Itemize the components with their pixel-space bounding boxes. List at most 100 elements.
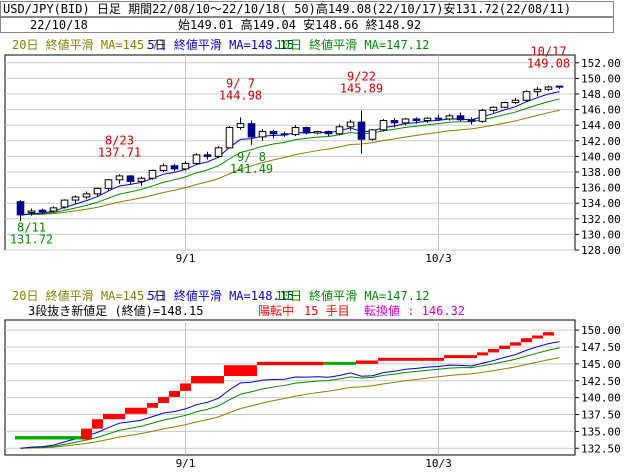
y-tick-label: 130.00 bbox=[581, 228, 621, 241]
break-brick bbox=[378, 357, 444, 361]
legend-entry: 5日 終値平滑 MA=148.15 bbox=[147, 37, 294, 52]
break-brick bbox=[103, 413, 125, 420]
legend-entry: 5日 終値平滑 MA=148.15 bbox=[147, 288, 294, 303]
break-brick bbox=[15, 436, 81, 440]
y-tick-label: 140.00 bbox=[581, 150, 621, 163]
candle-body bbox=[302, 127, 311, 134]
candle-body bbox=[511, 99, 520, 104]
candle-body bbox=[192, 154, 201, 164]
legend-entry: 20日 終値平滑 MA=145.71 bbox=[12, 288, 166, 303]
annotation-date: 10/17 bbox=[530, 45, 566, 59]
ma5-line bbox=[20, 341, 560, 449]
y-tick-label: 134.00 bbox=[581, 197, 621, 210]
y-tick-label: 150.00 bbox=[581, 72, 621, 85]
candle-body bbox=[16, 201, 25, 216]
break-brick bbox=[81, 428, 92, 440]
candle-body bbox=[412, 118, 421, 122]
x-tick-label: 10/3 bbox=[425, 252, 452, 265]
annotation-value: 145.89 bbox=[340, 81, 383, 95]
candle-body bbox=[555, 85, 564, 88]
candle-body bbox=[390, 120, 399, 124]
break-brick bbox=[488, 349, 499, 353]
break-brick bbox=[477, 352, 488, 356]
x-tick-label: 9/1 bbox=[176, 252, 196, 265]
candle-body bbox=[357, 121, 366, 140]
candle-body bbox=[104, 179, 113, 189]
header-ohlc: 始149.01 高149.04 安148.66 終148.92 bbox=[178, 18, 422, 32]
legend-entry: 10日 終値平滑 MA=147.12 bbox=[276, 288, 430, 303]
candle-body bbox=[434, 117, 443, 120]
annotation-date: 8/11 bbox=[17, 221, 46, 235]
break-brick bbox=[510, 342, 521, 346]
annotation-value: 141.49 bbox=[230, 162, 273, 176]
candle-body bbox=[115, 175, 124, 181]
candle-body bbox=[500, 102, 509, 108]
candle-body bbox=[533, 88, 542, 93]
candle-body bbox=[313, 130, 322, 134]
header-date: 22/10/18 bbox=[30, 18, 88, 32]
y-tick-label: 137.50 bbox=[581, 409, 621, 422]
plot-frame-price bbox=[4, 54, 576, 251]
candle-body bbox=[203, 154, 212, 157]
candle-body bbox=[478, 109, 487, 122]
break-info-title: 3段抜き新値足 (終値)=148.15 bbox=[28, 303, 203, 318]
x-tick-label: 9/1 bbox=[176, 457, 196, 470]
y-tick-label: 128.00 bbox=[581, 244, 621, 257]
candle-body bbox=[236, 123, 245, 129]
candle-body bbox=[423, 117, 432, 122]
break-brick bbox=[158, 396, 169, 404]
break-info-reversal: 転換値 : 146.32 bbox=[364, 303, 465, 318]
break-brick bbox=[169, 390, 180, 397]
break-brick bbox=[521, 338, 532, 343]
break-brick bbox=[323, 361, 356, 365]
break-brick bbox=[224, 365, 257, 377]
annotation-value: 131.72 bbox=[10, 233, 53, 247]
candle-body bbox=[522, 91, 531, 101]
break-brick bbox=[257, 361, 323, 366]
y-tick-label: 142.50 bbox=[581, 375, 621, 388]
break-brick bbox=[532, 335, 543, 339]
candle-body bbox=[148, 169, 157, 179]
candle-body bbox=[49, 207, 58, 212]
break-brick bbox=[125, 407, 147, 414]
candle-body bbox=[27, 210, 36, 214]
break-brick bbox=[543, 332, 554, 336]
annotation-date: 9/22 bbox=[347, 69, 376, 83]
candle-body bbox=[489, 106, 498, 111]
y-tick-label: 132.50 bbox=[581, 442, 621, 455]
annotation-date: 8/23 bbox=[105, 133, 134, 147]
header-bar: USD/JPY(BID) 日足 期間22/08/10～22/10/18( 50)… bbox=[0, 1, 624, 65]
candle-body bbox=[258, 130, 267, 138]
ma20-line bbox=[20, 357, 560, 449]
y-tick-label: 140.00 bbox=[581, 392, 621, 405]
y-tick-label: 146.00 bbox=[581, 104, 621, 117]
candle-body bbox=[214, 147, 223, 157]
candle-body bbox=[280, 133, 289, 136]
candle-body bbox=[269, 130, 278, 135]
candle-body bbox=[181, 162, 190, 170]
candle-body bbox=[379, 120, 388, 131]
header-period-line: USD/JPY(BID) 日足 期間22/08/10～22/10/18( 50)… bbox=[3, 2, 572, 16]
candle-body bbox=[247, 123, 256, 138]
annotation-value: 144.98 bbox=[219, 89, 262, 103]
candle-body bbox=[82, 193, 91, 198]
candle-body bbox=[544, 86, 553, 90]
x-tick-label: 10/3 bbox=[425, 457, 452, 470]
candle-body bbox=[456, 115, 465, 121]
y-tick-label: 135.00 bbox=[581, 425, 621, 438]
candle-body bbox=[324, 130, 333, 135]
candle-body bbox=[93, 187, 102, 195]
y-tick-label: 136.00 bbox=[581, 182, 621, 195]
candle-body bbox=[335, 126, 344, 135]
candle-body bbox=[346, 121, 355, 128]
candle-body bbox=[225, 127, 234, 149]
break-brick bbox=[180, 383, 191, 391]
ma10-line bbox=[20, 347, 560, 449]
break-brick bbox=[191, 376, 224, 384]
y-tick-label: 147.50 bbox=[581, 341, 621, 354]
candle-body bbox=[60, 199, 69, 208]
candle-body bbox=[291, 127, 300, 136]
break-brick bbox=[499, 345, 510, 350]
